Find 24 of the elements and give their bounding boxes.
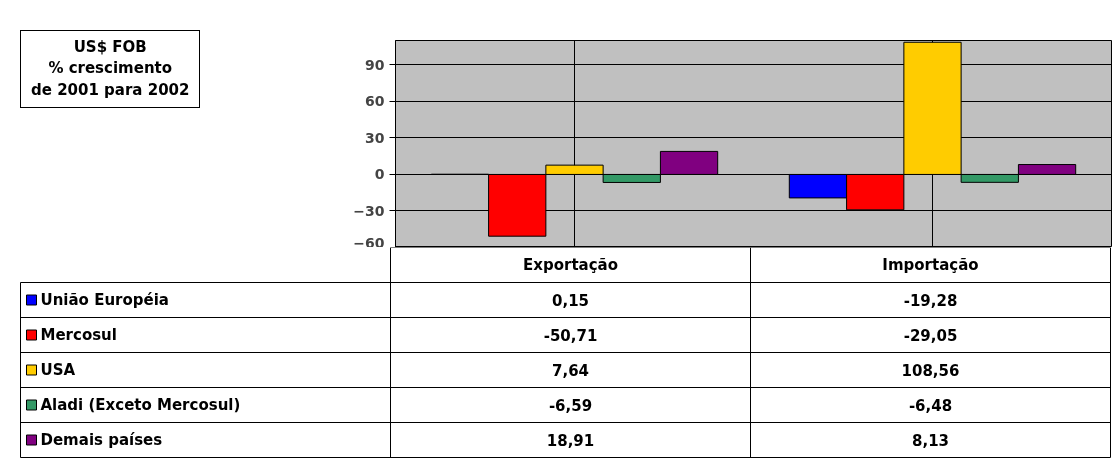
- data-label: -50,71: [543, 327, 598, 345]
- data-label: 8,13: [912, 432, 950, 450]
- data-label: -6,48: [908, 397, 953, 415]
- legend-label: União Européia: [40, 291, 169, 309]
- title: US$ FOB % crescimento de 2001 para 2002: [20, 30, 201, 109]
- data-label: -29,05: [903, 327, 958, 345]
- y-tick-label: −30: [353, 202, 385, 219]
- y-tick-label: 90: [365, 56, 385, 73]
- data-label: 7,64: [552, 362, 590, 380]
- y-tick-label: 0: [374, 166, 385, 183]
- x-tick-label: Exportação: [523, 256, 618, 274]
- y-tick-label: −60: [353, 234, 385, 251]
- data-label: -6,59: [548, 397, 593, 415]
- legend-label: Demais países: [40, 431, 163, 449]
- legend-label: USA: [40, 361, 76, 379]
- data-label: 0,15: [552, 292, 590, 310]
- data-label: 108,56: [901, 362, 960, 380]
- x-tick-label: Importação: [882, 256, 979, 274]
- legend-label: Mercosul: [40, 326, 117, 344]
- legend-label: Aladi (Exceto Mercosul): [40, 396, 241, 414]
- y-tick-label: 30: [365, 129, 385, 146]
- y-tick-label: 60: [365, 93, 385, 110]
- data-label: 18,91: [546, 432, 595, 450]
- data-label: -19,28: [903, 292, 958, 310]
